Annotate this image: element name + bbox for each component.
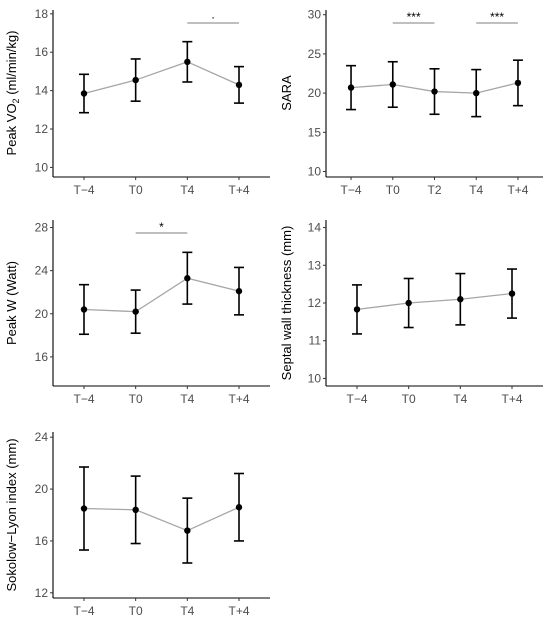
y-tick-label: 16 bbox=[35, 350, 49, 364]
data-point bbox=[431, 88, 438, 95]
x-tick-label: T4 bbox=[180, 392, 194, 406]
x-tick-label: T4 bbox=[180, 604, 194, 618]
data-point bbox=[508, 290, 516, 297]
y-tick-label: 12 bbox=[35, 122, 49, 136]
y-axis-title: Sokolow−Lyon index (mm) bbox=[4, 438, 19, 591]
data-point bbox=[80, 90, 88, 97]
x-tick-label: T4 bbox=[469, 183, 483, 197]
y-tick-label: 30 bbox=[308, 8, 322, 22]
y-tick-label: 13 bbox=[308, 258, 322, 272]
panel-sara: 10 15 20 25 30 T−4 T0 T2 T4 T+4 SARA *** *** bbox=[279, 8, 543, 197]
x-tick-label: T0 bbox=[129, 183, 143, 197]
y-tick-label: 24 bbox=[35, 264, 49, 278]
series-line bbox=[83, 277, 240, 313]
y-axis-title: Septal wall thickness (mm) bbox=[279, 226, 294, 381]
data-point bbox=[184, 527, 191, 534]
x-tick-label: T+4 bbox=[228, 183, 249, 197]
data-point bbox=[184, 275, 191, 282]
data-point bbox=[132, 76, 139, 84]
data-point bbox=[80, 306, 88, 313]
x-tick-label: T−4 bbox=[73, 392, 94, 406]
y-tick-label: 10 bbox=[308, 371, 322, 385]
y-tick-label: 12 bbox=[308, 296, 322, 310]
y-tick-label: 20 bbox=[35, 482, 49, 496]
y-tick-label: 10 bbox=[308, 165, 322, 179]
x-tick-label: T0 bbox=[129, 392, 143, 406]
y-tick-label: 11 bbox=[309, 334, 322, 348]
x-tick-label: T0 bbox=[129, 604, 143, 618]
y-axis-title: Peak W (Watt) bbox=[4, 261, 19, 345]
y-tick-label: 12 bbox=[35, 586, 49, 600]
data-point bbox=[353, 306, 361, 313]
y-axis-title: Peak VO2 (ml/min/kg) bbox=[4, 31, 21, 156]
y-tick-label: 25 bbox=[308, 47, 322, 61]
data-point bbox=[235, 504, 243, 511]
data-point bbox=[132, 308, 139, 315]
x-tick-label: T4 bbox=[180, 183, 194, 197]
x-tick-label: T4 bbox=[453, 392, 467, 406]
x-tick-label: T+4 bbox=[228, 392, 249, 406]
y-tick-label: 20 bbox=[308, 86, 322, 100]
y-tick-label: 14 bbox=[308, 221, 322, 235]
y-tick-label: 24 bbox=[35, 430, 49, 444]
series-line bbox=[356, 292, 513, 311]
y-tick-label: 15 bbox=[308, 125, 322, 139]
y-tick-label: 16 bbox=[35, 534, 49, 548]
x-tick-label: T−4 bbox=[346, 392, 367, 406]
y-tick-label: 14 bbox=[35, 84, 49, 98]
significance-label: * bbox=[159, 220, 164, 234]
data-point bbox=[514, 79, 522, 87]
y-tick-label: 16 bbox=[35, 45, 49, 59]
y-tick-label: 28 bbox=[35, 221, 49, 235]
data-point bbox=[473, 89, 480, 97]
panel-sokolow-lyon-index: 12 16 20 24 T−4 T0 T4 T+4 Sokolow−Lyon index (mm… bbox=[4, 430, 270, 618]
x-tick-label: T0 bbox=[386, 183, 400, 197]
data-point bbox=[235, 287, 243, 295]
significance-label: · bbox=[211, 10, 215, 24]
data-point bbox=[347, 84, 355, 91]
data-point bbox=[389, 81, 396, 88]
data-point bbox=[184, 58, 191, 66]
panel-septal-wall-thickness: 10 11 12 13 14 T−4 T0 T4 T+4 Septal wall thicknes… bbox=[279, 220, 543, 406]
y-tick-label: 20 bbox=[35, 307, 49, 321]
data-point bbox=[457, 296, 464, 303]
x-tick-label: T+4 bbox=[228, 604, 249, 618]
x-tick-label: T2 bbox=[427, 183, 441, 197]
data-point bbox=[405, 299, 412, 307]
x-tick-label: T0 bbox=[402, 392, 416, 406]
x-tick-label: T−4 bbox=[73, 183, 94, 197]
data-point bbox=[132, 506, 139, 514]
y-tick-label: 18 bbox=[35, 7, 49, 21]
y-tick-label: 10 bbox=[35, 160, 49, 174]
panel-peak-vo2: 10 12 14 16 18 T−4 T0 T4 T+4 Peak VO2 (ml/min/kg)… bbox=[4, 7, 270, 197]
panel-peak-w: 16 20 24 28 T−4 T0 T4 T+4 Peak W (Watt) * bbox=[4, 220, 270, 406]
x-tick-label: T−4 bbox=[73, 604, 94, 618]
y-axis-title: SARA bbox=[279, 75, 294, 111]
series-line bbox=[83, 61, 240, 95]
significance-label: *** bbox=[407, 10, 421, 24]
data-point bbox=[235, 81, 243, 89]
x-tick-label: T−4 bbox=[341, 183, 362, 197]
series-line bbox=[83, 506, 240, 532]
significance-label: *** bbox=[490, 10, 504, 24]
x-tick-label: T+4 bbox=[507, 183, 528, 197]
data-point bbox=[80, 505, 88, 512]
x-tick-label: T+4 bbox=[501, 392, 522, 406]
